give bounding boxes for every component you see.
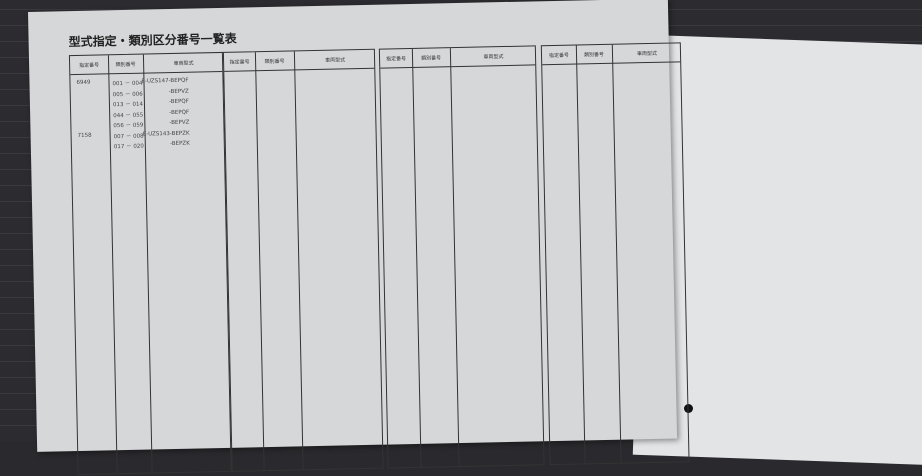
category-cell: 017 － 020 <box>113 143 144 151</box>
model-cell: -BEPVZ <box>168 88 189 95</box>
header-designation: 指定番号 <box>79 62 100 69</box>
header-category: 類別番号 <box>264 58 285 66</box>
category-cell: 013 － 014 <box>112 101 144 109</box>
model-table-1: 指定番号 類別番号 車両型式 6949 001 － 004 E-UZS147-BEPQF 0… <box>68 51 232 476</box>
model-table-4: 指定番号 類別番号 車両型式 <box>540 42 690 466</box>
table-header: 指定番号 類別番号 車両型式 <box>69 52 223 76</box>
model-cell: -BEPVZ <box>169 119 190 127</box>
column-divider <box>411 48 422 467</box>
header-category: 類別番号 <box>420 55 442 62</box>
category-cell: 001 － 004 <box>112 80 143 88</box>
category-cell: 005 － 006 <box>112 91 143 98</box>
model-cell: E-UZS147-BEPQF <box>141 77 189 85</box>
page-title: 型式指定・類別区分番号一覧表 <box>68 31 237 50</box>
header-model: 車両型式 <box>325 57 346 64</box>
column-divider <box>575 45 586 464</box>
header-model: 車両型式 <box>483 54 504 61</box>
column-divider <box>449 48 460 467</box>
model-cell: -BEPQF <box>169 109 190 116</box>
header-category: 類別番号 <box>115 61 136 69</box>
binder-hole <box>684 404 693 413</box>
document-page: 型式指定・類別区分番号一覧表 指定番号 類別番号 車両型式 6949 001 － 004… <box>28 0 690 476</box>
column-divider <box>254 52 265 471</box>
header-category: 類別番号 <box>583 51 605 59</box>
table-header: 指定番号 類別番号 車両型式 <box>379 46 536 69</box>
model-cell: -BEPZK <box>169 140 190 148</box>
column-divider <box>142 54 153 473</box>
model-table-3: 指定番号 類別番号 車両型式 <box>378 45 545 469</box>
category-cell: 056 － 059 <box>113 122 144 130</box>
designation-cell: 6949 <box>76 79 91 86</box>
model-cell: -BEPQF <box>168 98 189 106</box>
header-model: 車両型式 <box>173 60 194 67</box>
category-cell: 007 － 008 <box>113 133 144 140</box>
header-model: 車両型式 <box>636 50 658 58</box>
header-designation: 指定番号 <box>229 59 250 66</box>
column-divider <box>293 51 304 470</box>
category-cell: 044 － 055 <box>113 112 144 119</box>
header-designation: 指定番号 <box>548 52 570 60</box>
header-designation: 指定番号 <box>385 56 407 63</box>
model-table-2: 指定番号 類別番号 車両型式 <box>222 48 384 472</box>
table-header: 指定番号 類別番号 車両型式 <box>223 49 375 72</box>
designation-cell: 7158 <box>77 132 92 139</box>
column-divider <box>611 44 622 463</box>
model-cell: E-UZS143-BEPZK <box>142 130 190 138</box>
